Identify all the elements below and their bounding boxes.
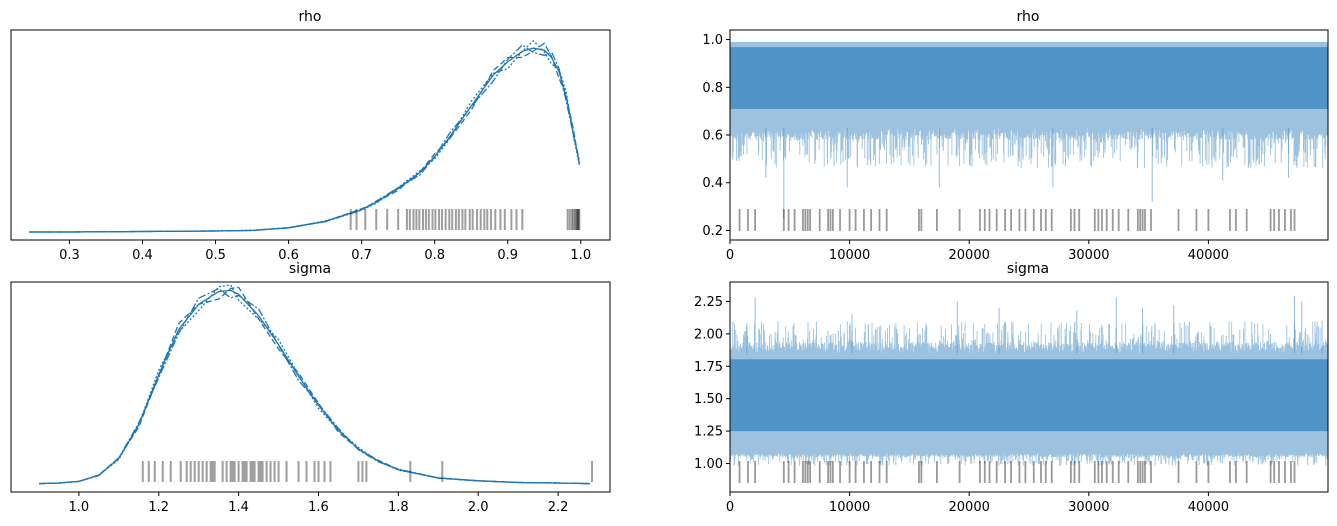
y-tick-label: 2.25 <box>694 295 723 310</box>
x-tick-label: 40000 <box>1188 248 1229 263</box>
x-tick-label: 1.0 <box>570 248 591 263</box>
density-line <box>38 287 591 485</box>
density-line <box>29 44 580 233</box>
y-tick-label: 1.75 <box>694 360 723 375</box>
x-tick-label: 0 <box>726 248 734 263</box>
trace-core-band <box>730 47 1328 109</box>
trace-core-band <box>730 359 1328 432</box>
panel-rho-density: rho 0.3 0.4 0.5 0.6 0.7 0.8 0.9 1.0 <box>10 9 611 263</box>
x-tick-label: 1.2 <box>148 500 169 515</box>
plot-layer: 0 10000 20000 30000 40000 1.00 1.25 1.50 1.75 2.0… <box>694 295 1329 515</box>
plot-layer: 0 10000 20000 30000 40000 0.2 0.4 0.6 0.8 1.0 <box>702 33 1329 263</box>
density-line <box>38 284 591 485</box>
panel-sigma-trace: sigma 0 10000 20000 30000 40000 1.00 1.25 1.50 1… <box>694 261 1329 515</box>
y-tick-label: 1.25 <box>694 425 723 440</box>
x-tick-label: 1.4 <box>228 500 249 515</box>
panel-title: sigma <box>1007 261 1049 277</box>
y-tick-label: 1.50 <box>694 392 723 407</box>
y-tick-label: 1.0 <box>702 33 723 48</box>
x-tick-label: 0 <box>726 500 734 515</box>
x-tick-label: 1.6 <box>308 500 329 515</box>
plot-frame <box>729 281 1329 493</box>
x-tick-label: 0.5 <box>205 248 226 263</box>
x-tick-label: 20000 <box>949 500 990 515</box>
x-tick-label: 10000 <box>829 500 870 515</box>
x-tick-label: 10000 <box>829 248 870 263</box>
x-tick-label: 2.0 <box>468 500 489 515</box>
y-tick-label: 2.00 <box>694 327 723 342</box>
x-tick-label: 0.4 <box>132 248 153 263</box>
panel-title: rho <box>1017 9 1040 25</box>
x-tick-label: 1.8 <box>388 500 409 515</box>
panel-sigma-density: sigma 1.0 1.2 1.4 1.6 1.8 2.0 2.2 <box>10 261 611 515</box>
plot-layer: 0.3 0.4 0.5 0.6 0.7 0.8 0.9 1.0 <box>29 39 591 263</box>
x-tick-label: 0.8 <box>424 248 445 263</box>
x-tick-label: 0.3 <box>59 248 80 263</box>
x-tick-label: 30000 <box>1068 500 1109 515</box>
plot-frame <box>10 29 611 241</box>
panel-title: rho <box>299 9 322 25</box>
plot-frame <box>10 281 611 493</box>
y-tick-label: 0.2 <box>702 224 723 239</box>
x-tick-label: 30000 <box>1068 248 1109 263</box>
x-tick-label: 0.9 <box>497 248 518 263</box>
plot-frame <box>729 29 1329 241</box>
x-tick-label: 2.2 <box>548 500 569 515</box>
x-tick-label: 40000 <box>1188 500 1229 515</box>
panel-title: sigma <box>289 261 331 277</box>
x-tick-label: 0.6 <box>278 248 299 263</box>
y-tick-label: 1.00 <box>694 457 723 472</box>
y-tick-label: 0.4 <box>702 176 723 191</box>
y-tick-label: 0.6 <box>702 129 723 144</box>
y-tick-label: 0.8 <box>702 81 723 96</box>
x-tick-label: 20000 <box>949 248 990 263</box>
density-line <box>29 39 580 233</box>
x-tick-label: 1.0 <box>69 500 90 515</box>
x-tick-label: 0.7 <box>351 248 372 263</box>
panel-rho-trace: rho 0 10000 20000 30000 40000 0.2 0.4 0.6 0.8 1.0 <box>702 9 1329 263</box>
plot-layer: 1.0 1.2 1.4 1.6 1.8 2.0 2.2 <box>38 284 594 515</box>
